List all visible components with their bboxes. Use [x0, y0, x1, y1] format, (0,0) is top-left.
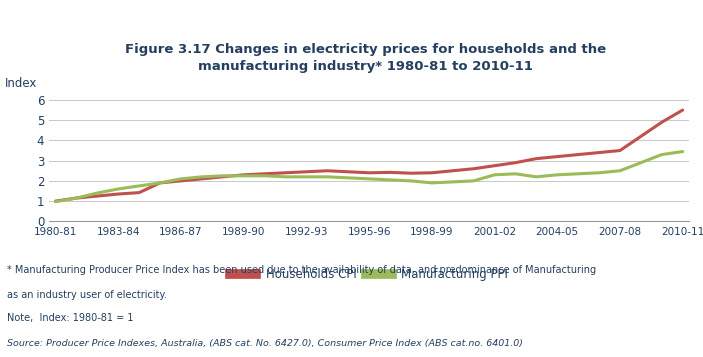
Text: Figure 3.17 Changes in electricity prices for households and the
manufacturing i: Figure 3.17 Changes in electricity price…: [125, 43, 606, 73]
Text: as an industry user of electricity.: as an industry user of electricity.: [7, 290, 167, 300]
Text: Source: Producer Price Indexes, Australia, (ABS cat. No. 6427.0), Consumer Price: Source: Producer Price Indexes, Australi…: [7, 339, 523, 348]
Text: Note,  Index: 1980-81 = 1: Note, Index: 1980-81 = 1: [7, 313, 134, 323]
Text: Index: Index: [4, 77, 37, 90]
Text: * Manufacturing Producer Price Index has been used due to the availability of da: * Manufacturing Producer Price Index has…: [7, 265, 596, 275]
Legend: Households CPI, Manufacturing PPI: Households CPI, Manufacturing PPI: [226, 264, 512, 286]
